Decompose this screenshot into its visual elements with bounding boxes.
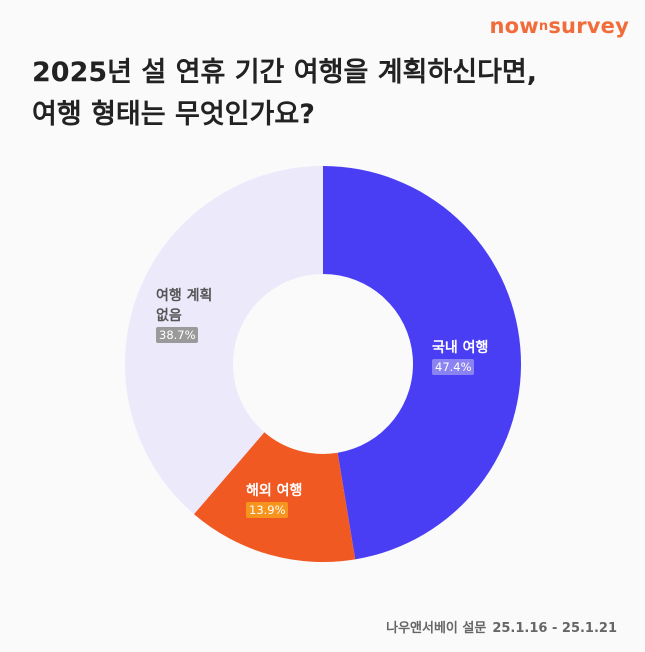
title-line-1: 2025년 설 연휴 기간 여행을 계획하신다면, bbox=[32, 57, 538, 88]
survey-source: 나우앤서베이 설문 25.1.16 - 25.1.21 bbox=[386, 617, 617, 636]
slice-value-2: 38.7% bbox=[159, 328, 196, 342]
slice-label-2-1: 없음 bbox=[156, 308, 182, 324]
slice-value-badge-2 bbox=[156, 327, 198, 343]
slice-label-group-0: 국내 여행 47.4% bbox=[432, 339, 488, 375]
logo-tail: survey bbox=[548, 14, 629, 38]
slice-label-0-0: 국내 여행 bbox=[432, 339, 488, 356]
slice-label-2-0: 여행 계획 bbox=[156, 287, 212, 304]
slice-label-1-0: 해외 여행 bbox=[246, 482, 302, 499]
slice-value-1: 13.9% bbox=[249, 503, 286, 517]
slice-value-0: 47.4% bbox=[435, 360, 472, 374]
page-title: 2025년 설 연휴 기간 여행을 계획하신다면, 여행 형태는 무엇인가요? bbox=[32, 52, 622, 136]
donut-slice-2 bbox=[125, 166, 324, 515]
brand-logo: nownsurvey bbox=[490, 14, 630, 38]
slice-value-badge-0 bbox=[432, 359, 474, 375]
slice-value-badge-1 bbox=[246, 502, 288, 518]
logo-main: now bbox=[489, 14, 539, 38]
logo-sup: n bbox=[538, 19, 549, 34]
title-line-2: 여행 형태는 무엇인가요? bbox=[32, 99, 315, 130]
donut-slice-1 bbox=[193, 432, 356, 563]
source-label: 나우앤서베이 설문 bbox=[386, 621, 487, 636]
source-date: 25.1.16 - 25.1.21 bbox=[492, 621, 617, 636]
slice-label-group-1: 해외 여행 13.9% bbox=[246, 482, 302, 518]
donut-slice-0 bbox=[323, 166, 522, 560]
